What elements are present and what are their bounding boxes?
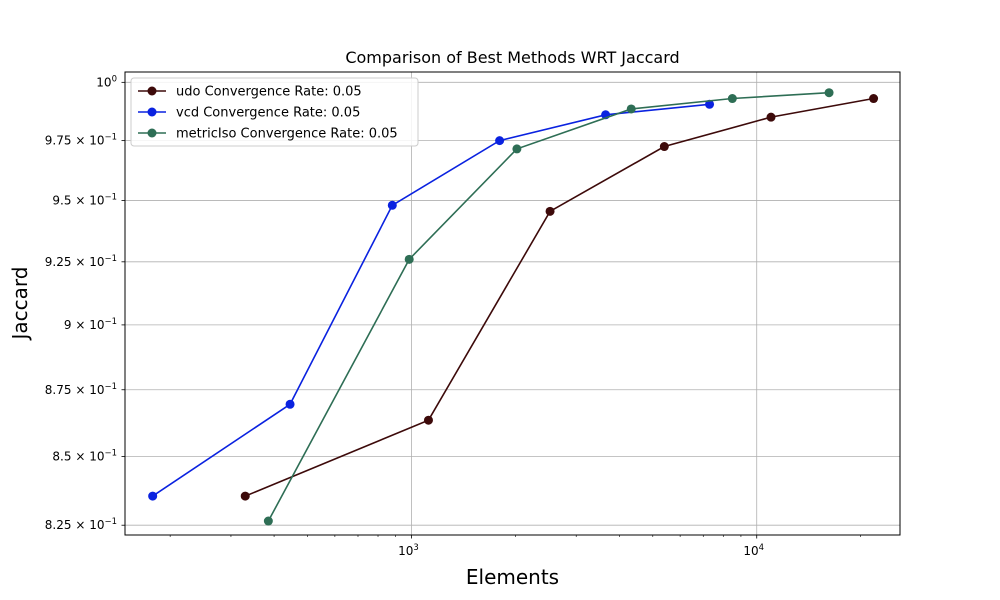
y-tick-label: 9 × 10−1 (64, 317, 117, 332)
legend-item: udo Convergence Rate: 0.05 (138, 85, 362, 100)
series-0 (240, 94, 879, 501)
data-point (423, 415, 433, 425)
y-tick-label: 9.25 × 10−1 (45, 254, 117, 269)
legend-item: vcd Convergence Rate: 0.05 (138, 106, 360, 121)
y-tick-mantissa: 9.5 × 10 (52, 193, 104, 207)
plot-frame (124, 71, 901, 536)
x-tick-label: 103 (398, 543, 419, 558)
legend-label: udo Convergence Rate: 0.05 (176, 85, 362, 100)
data-point (766, 112, 776, 122)
y-tick-exponent: −1 (104, 254, 117, 264)
data-point (495, 136, 505, 146)
data-point (387, 200, 397, 210)
y-tick-mantissa: 8.25 × 10 (45, 518, 105, 532)
y-tick-exponent: 0 (112, 74, 117, 84)
x-tick-exponent: 3 (413, 543, 418, 553)
x-tick-exponent: 4 (759, 543, 764, 553)
y-tick-mantissa: 9 × 10 (64, 318, 105, 332)
legend-item: metricIso Convergence Rate: 0.05 (138, 127, 398, 142)
x-tick-base: 10 (398, 544, 413, 558)
y-tick-mantissa: 8.5 × 10 (52, 449, 104, 463)
data-point (285, 399, 295, 409)
legend-marker (147, 128, 157, 138)
data-point (404, 254, 414, 264)
legend-box (130, 77, 419, 147)
legend-label: vcd Convergence Rate: 0.05 (176, 106, 360, 121)
y-tick-exponent: −1 (104, 448, 117, 458)
y-tick-label: 8.25 × 10−1 (45, 517, 117, 532)
data-point (240, 491, 250, 501)
y-tick-mantissa: 8.75 × 10 (45, 383, 105, 397)
y-tick-mantissa: 9.75 × 10 (45, 134, 105, 148)
legend-marker (147, 86, 157, 96)
series-line (267, 91, 830, 522)
y-tick-label: 9.75 × 10−1 (45, 133, 117, 148)
data-point (824, 88, 834, 98)
x-axis-label: Elements (466, 565, 559, 589)
y-tick-label: 100 (96, 74, 117, 89)
data-point (148, 491, 158, 501)
y-tick-exponent: −1 (104, 317, 117, 327)
series-line (152, 103, 710, 497)
data-point (512, 144, 522, 154)
legend-label: metricIso Convergence Rate: 0.05 (176, 127, 398, 142)
data-point (705, 99, 715, 109)
y-tick-mantissa: 9.25 × 10 (45, 255, 105, 269)
grid (125, 72, 900, 535)
legend: udo Convergence Rate: 0.05 vcd Convergenc… (130, 77, 419, 147)
series-layer (148, 88, 879, 526)
x-tick-base: 10 (743, 544, 758, 558)
data-point (869, 94, 879, 104)
y-tick-mantissa: 10 (96, 75, 111, 89)
series-2 (263, 88, 834, 526)
y-tick-exponent: −1 (104, 133, 117, 143)
data-point (659, 142, 669, 152)
series-1 (148, 99, 715, 501)
y-tick-label: 9.5 × 10−1 (52, 192, 117, 207)
x-tick-label: 104 (743, 543, 764, 558)
series-line (244, 97, 874, 497)
y-tick-label: 8.75 × 10−1 (45, 382, 117, 397)
y-tick-exponent: −1 (104, 382, 117, 392)
y-axis-label: Jaccard (8, 267, 32, 342)
data-point (263, 516, 273, 526)
chart-title: Comparison of Best Methods WRT Jaccard (345, 48, 679, 67)
legend-marker (147, 107, 157, 117)
data-point (727, 94, 737, 104)
data-point (545, 206, 555, 216)
y-tick-label: 8.5 × 10−1 (52, 448, 117, 463)
data-point (626, 104, 636, 114)
y-tick-exponent: −1 (104, 517, 117, 527)
y-tick-exponent: −1 (104, 192, 117, 202)
